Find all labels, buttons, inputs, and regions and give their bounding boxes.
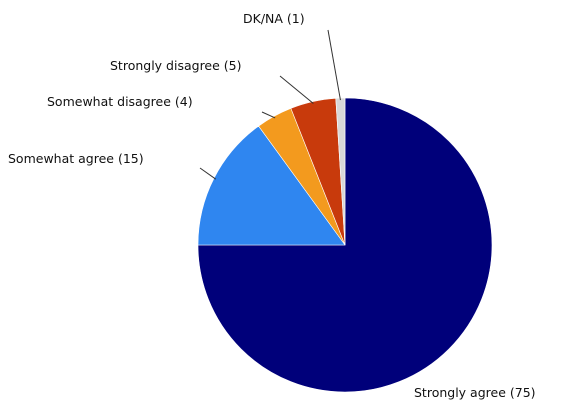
- leader-lines: [199, 29, 341, 180]
- slice-label-somewhat-agree: Somewhat agree (15): [8, 151, 144, 166]
- leader-line-somewhat-agree: [199, 167, 217, 180]
- slice-label-dk-na: DK/NA (1): [243, 11, 305, 26]
- slice-label-strongly-disagree: Strongly disagree (5): [110, 58, 242, 73]
- slice-labels: DK/NA (1) Strongly disagree (5) Somewhat…: [8, 11, 536, 400]
- slice-label-somewhat-disagree: Somewhat disagree (4): [47, 94, 193, 109]
- leader-line-dk-na: [327, 29, 341, 101]
- leader-line-somewhat-disagree: [261, 111, 276, 119]
- pie-slices: [197, 97, 493, 393]
- leader-line-strongly-disagree: [279, 75, 314, 104]
- slice-label-strongly-agree: Strongly agree (75): [414, 385, 536, 400]
